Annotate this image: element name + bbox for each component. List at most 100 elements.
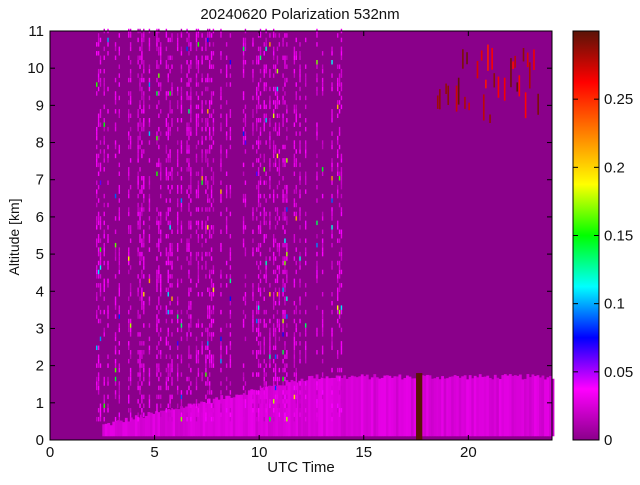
heat-cell [160, 336, 162, 342]
heat-cell [165, 118, 168, 123]
heat-cell [176, 256, 179, 261]
heat-cell [464, 96, 466, 109]
heat-cell [158, 318, 160, 324]
heat-cell [274, 144, 277, 150]
heat-cell [284, 345, 286, 351]
heat-cell [242, 238, 245, 243]
heat-cell [156, 323, 158, 328]
heat-cell [333, 377, 337, 437]
heat-cell [293, 109, 296, 114]
heat-cell [278, 149, 281, 154]
heat-cell [257, 198, 260, 203]
heat-cell [321, 140, 324, 145]
heat-cell [188, 247, 190, 252]
heat-cell [205, 265, 207, 270]
heat-cell [160, 274, 162, 279]
heat-cell [316, 73, 318, 78]
heat-cell [129, 91, 132, 96]
heat-cell [256, 260, 258, 266]
heat-cell [176, 104, 179, 110]
heat-cell [263, 153, 265, 159]
heat-cell [197, 171, 200, 177]
heat-cell [406, 375, 409, 437]
colorbar-tick-label: 0.15 [604, 228, 633, 245]
heat-cell [97, 162, 100, 168]
heat-cell [478, 374, 482, 437]
heat-cell [331, 158, 333, 163]
heat-cell [340, 184, 343, 190]
heat-cell [190, 189, 192, 194]
heat-cell [167, 260, 169, 266]
heat-cell [286, 109, 288, 114]
heat-cell [143, 305, 145, 310]
heat-cell [257, 193, 260, 199]
heat-cell [99, 283, 102, 288]
heat-cell [165, 251, 168, 257]
heat-cell [190, 323, 192, 328]
heat-cell [96, 158, 98, 163]
heat-cell [252, 113, 254, 119]
heat-cell [188, 82, 190, 87]
heat-cell [331, 260, 333, 266]
heat-cell [169, 363, 171, 368]
heat-cell [299, 86, 301, 92]
heat-cell [282, 100, 284, 105]
heat-cell [97, 247, 100, 252]
heat-cell [160, 55, 162, 61]
heat-cell [293, 363, 296, 368]
heat-cell [259, 126, 262, 132]
heat-cell [229, 381, 232, 386]
heat-cell [114, 274, 117, 279]
heat-cell [118, 247, 121, 252]
heat-cell [128, 113, 130, 119]
heat-cell [99, 412, 102, 417]
heat-cell [290, 379, 294, 437]
heat-cell [229, 126, 232, 132]
heat-cell [156, 216, 158, 221]
heat-cell [97, 318, 100, 324]
heat-cell [169, 158, 171, 163]
heat-cell [286, 332, 288, 337]
heat-cell [170, 410, 173, 437]
heat-cell [220, 350, 222, 355]
heat-cell [421, 375, 424, 437]
heat-cell [274, 354, 277, 359]
heat-cell [103, 381, 105, 386]
heat-cell [316, 171, 318, 177]
heat-cell [97, 113, 100, 119]
heat-cell [197, 292, 200, 297]
heat-cell [103, 220, 105, 226]
heat-cell [114, 153, 117, 159]
heat-cell [265, 234, 267, 239]
heat-cell [220, 354, 222, 359]
heat-cell [295, 131, 297, 136]
heat-cell [171, 416, 173, 422]
heat-cell [272, 384, 276, 437]
heat-cell [244, 60, 247, 65]
heat-cell [331, 327, 333, 333]
heat-cell [207, 390, 209, 395]
heat-cell [316, 135, 318, 141]
heat-cell [252, 126, 254, 132]
heat-cell [112, 421, 116, 437]
heat-cell [210, 296, 213, 301]
heat-cell [331, 144, 333, 150]
heat-cell [188, 363, 190, 368]
heat-cell [195, 144, 198, 150]
heat-cell [282, 193, 284, 199]
heat-cell [97, 184, 100, 190]
heat-cell [165, 341, 168, 346]
heat-cell [137, 416, 139, 422]
heat-cell [331, 118, 333, 123]
heat-cell [167, 408, 171, 437]
heat-cell [160, 229, 162, 235]
heat-cell [257, 309, 260, 315]
heat-cell [158, 332, 160, 337]
heat-cell [141, 60, 143, 65]
heat-cell [331, 394, 333, 400]
heat-cell [129, 95, 132, 101]
heat-cell [141, 33, 143, 38]
heat-cell [160, 211, 162, 217]
heat-cell [190, 220, 192, 226]
heat-cell [282, 350, 284, 355]
